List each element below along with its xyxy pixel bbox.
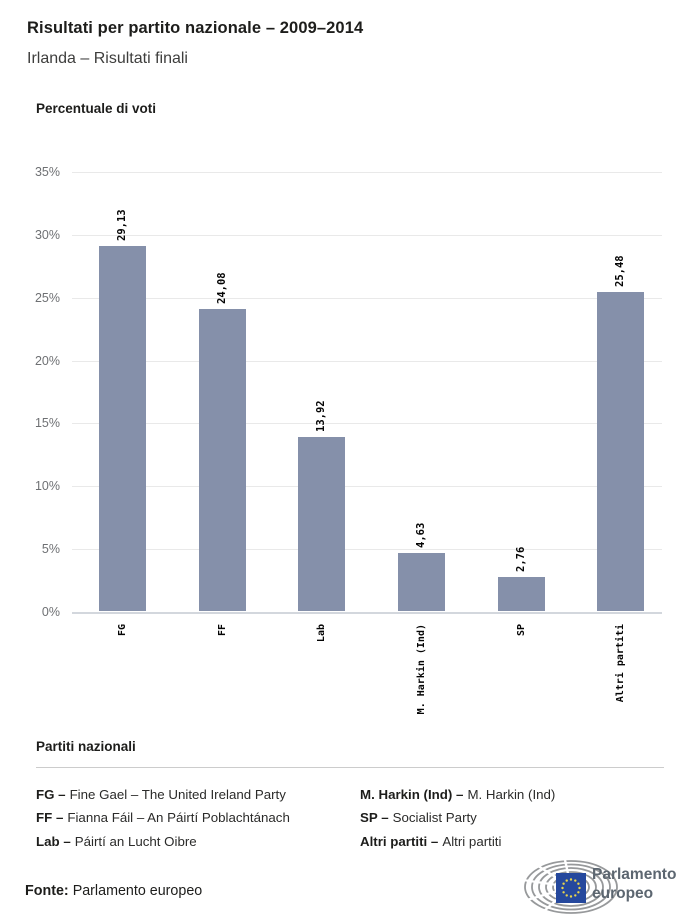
legend-abbr: FF –	[36, 810, 64, 825]
legend-abbr: FG –	[36, 787, 66, 802]
y-tick-label: 30%	[34, 228, 60, 243]
legend-abbr: SP –	[360, 810, 389, 825]
y-tick-label: 35%	[34, 165, 60, 180]
bar-value-label: 29,13	[116, 209, 129, 242]
legend-name: Páirtí an Lucht Oibre	[74, 834, 197, 849]
y-tick-label: 5%	[41, 541, 60, 556]
legend-name: Fianna Fáil – An Páirtí Poblachtánach	[67, 810, 290, 825]
legend-divider	[36, 767, 664, 768]
ep-logo-text-line2: europeo	[592, 885, 654, 902]
y-tick-label: 20%	[34, 353, 60, 368]
legend-abbr: Altri partiti –	[360, 834, 439, 849]
bar-FG	[99, 246, 147, 612]
legend-abbr: Lab –	[36, 834, 71, 849]
legend-entry-fg: FG – Fine Gael – The United Ireland Party	[36, 786, 286, 803]
source-note: Fonte: Parlamento europeo	[25, 883, 202, 899]
legend-title: Partiti nazionali	[36, 739, 136, 754]
gridline	[72, 360, 662, 362]
legend-entry-altri: Altri partiti – Altri partiti	[360, 833, 501, 850]
gridline	[72, 486, 662, 488]
bar-M. Harkin (Ind)	[398, 553, 445, 612]
page-subtitle: Irlanda – Risultati finali	[27, 50, 188, 67]
bar-SP	[497, 576, 545, 612]
y-tick-label: 25%	[34, 290, 60, 305]
x-category-label: Altri partiti	[615, 624, 627, 703]
bar-FF	[198, 309, 246, 612]
ep-logo-text-line1: Parlamento	[592, 866, 677, 883]
x-category-label: M. Harkin (Ind)	[416, 624, 427, 715]
legend-name: Socialist Party	[392, 810, 477, 825]
x-axis-line	[72, 611, 662, 614]
gridline	[72, 423, 662, 425]
y-axis-title: Percentuale di voti	[36, 101, 157, 116]
source-value: Parlamento europeo	[72, 883, 203, 899]
european-parliament-logo: Parlamento europeo	[521, 858, 691, 916]
bar-value-label: 4,63	[415, 523, 427, 549]
legend-entry-harkin: M. Harkin (Ind) – M. Harkin (Ind)	[360, 786, 555, 803]
eu-flag-icon	[556, 873, 586, 903]
legend-name: Fine Gael – The United Ireland Party	[69, 787, 286, 802]
y-tick-label: 15%	[34, 416, 60, 431]
ep-hemicycle-icon	[522, 859, 618, 914]
bar-value-label: 24,08	[215, 272, 228, 305]
x-category-label: SP	[515, 624, 527, 637]
bar-value-label: 13,92	[315, 400, 328, 432]
x-category-label: FF	[216, 624, 228, 637]
y-tick-label: 0%	[41, 604, 60, 619]
legend-name: Altri partiti	[442, 834, 502, 849]
gridline	[72, 235, 662, 237]
legend-name: M. Harkin (Ind)	[467, 787, 556, 802]
legend-abbr: M. Harkin (Ind) –	[360, 787, 464, 802]
x-category-label: FG	[117, 624, 129, 637]
eu-stars	[561, 878, 581, 898]
y-tick-label: 10%	[34, 479, 60, 494]
gridline	[72, 172, 662, 174]
gridline	[72, 548, 662, 550]
gridline	[72, 297, 662, 299]
source-label: Fonte:	[25, 883, 69, 899]
bar-value-label: 25,48	[614, 255, 627, 287]
legend-entry-sp: SP – Socialist Party	[360, 809, 477, 826]
legend-entry-ff: FF – Fianna Fáil – An Páirtí Poblachtánac…	[36, 809, 290, 826]
legend-entry-lab: Lab – Páirtí an Lucht Oibre	[36, 833, 197, 850]
bar-Altri partiti	[597, 291, 645, 612]
bar-value-label: 2,76	[514, 546, 527, 572]
page-title: Risultati per partito nazionale – 2009–2…	[27, 19, 364, 37]
ep-logo-text: Parlamento europeo	[592, 865, 676, 903]
x-category-label: Lab	[316, 624, 328, 643]
bar-Lab	[298, 436, 346, 612]
